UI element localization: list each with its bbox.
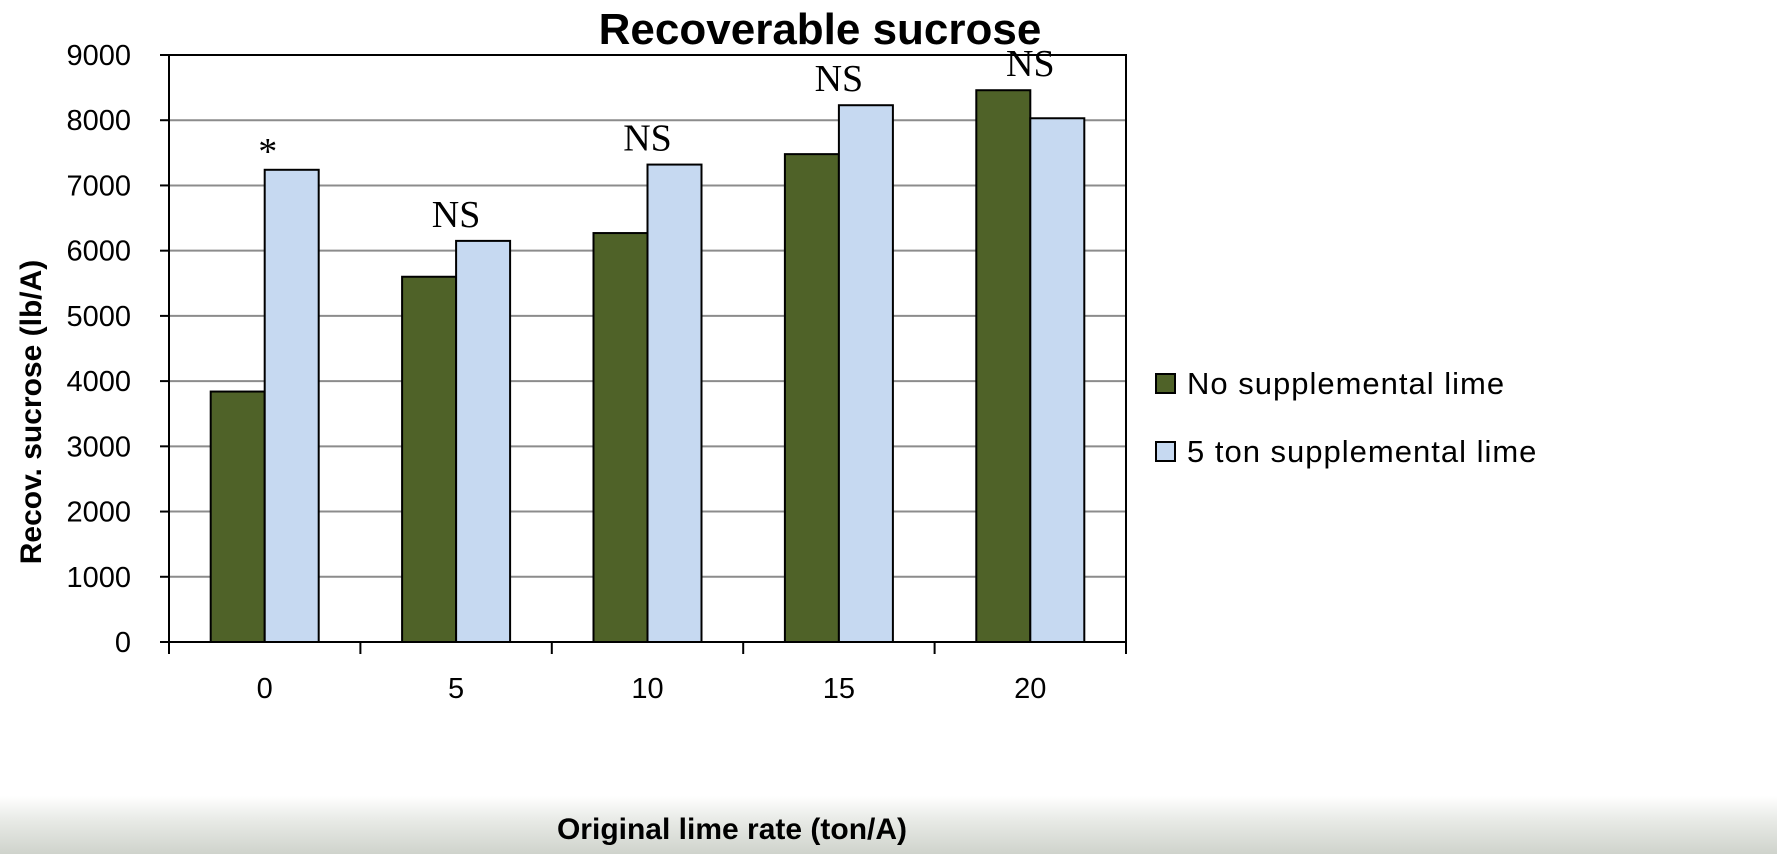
bar-supplemental <box>455 239 512 643</box>
y-tick-label: 6000 <box>66 236 131 268</box>
bar-supplemental <box>837 104 894 643</box>
bar-no-supplemental <box>209 390 266 643</box>
x-tick-label: 5 <box>448 673 464 705</box>
legend: No supplemental lime 5 ton supplemental l… <box>1155 366 1537 469</box>
x-tick-label: 0 <box>257 673 273 705</box>
significance-label: NS <box>432 194 481 236</box>
y-tick-label: 4000 <box>66 366 131 398</box>
bar-supplemental <box>1029 117 1086 643</box>
y-tick-label: 0 <box>115 627 131 659</box>
legend-swatch <box>1155 373 1176 394</box>
x-axis-title: Original lime rate (ton/A) <box>557 813 907 846</box>
background-strip <box>0 796 1777 854</box>
x-axis: 0 5 10 15 20 <box>168 641 1127 705</box>
bar-no-supplemental <box>975 89 1032 644</box>
significance-label: NS <box>815 58 864 100</box>
y-axis-title: Recov. sucrose (lb/A) <box>15 260 48 565</box>
significance-label: NS <box>1006 43 1055 85</box>
chart-title: Recoverable sucrose <box>599 5 1042 54</box>
y-tick-label: 1000 <box>66 562 131 594</box>
significance-label: * <box>258 131 277 173</box>
significance-label: NS <box>623 118 672 160</box>
y-tick-label: 7000 <box>66 170 131 202</box>
bar-no-supplemental <box>401 275 458 643</box>
x-tick-label: 10 <box>631 673 663 705</box>
bar-supplemental <box>646 163 703 643</box>
y-tick-label: 9000 <box>66 40 131 72</box>
bar-no-supplemental <box>783 153 840 643</box>
bar-supplemental <box>263 168 320 643</box>
legend-entry: 5 ton supplemental lime <box>1187 434 1537 469</box>
y-tick-label: 5000 <box>66 301 131 333</box>
significance-annotations: * NS NS NS NS <box>258 43 1054 236</box>
x-tick-label: 20 <box>1014 673 1046 705</box>
bars <box>209 89 1086 644</box>
legend-entry: No supplemental lime <box>1187 366 1505 401</box>
y-axis: 0 1000 2000 3000 4000 5000 6000 7000 8000 9000 <box>66 40 169 659</box>
y-tick-label: 2000 <box>66 497 131 529</box>
y-tick-label: 3000 <box>66 431 131 463</box>
bar-no-supplemental <box>592 232 649 643</box>
legend-swatch <box>1155 441 1176 462</box>
y-tick-label: 8000 <box>66 105 131 137</box>
x-tick-label: 15 <box>823 673 855 705</box>
